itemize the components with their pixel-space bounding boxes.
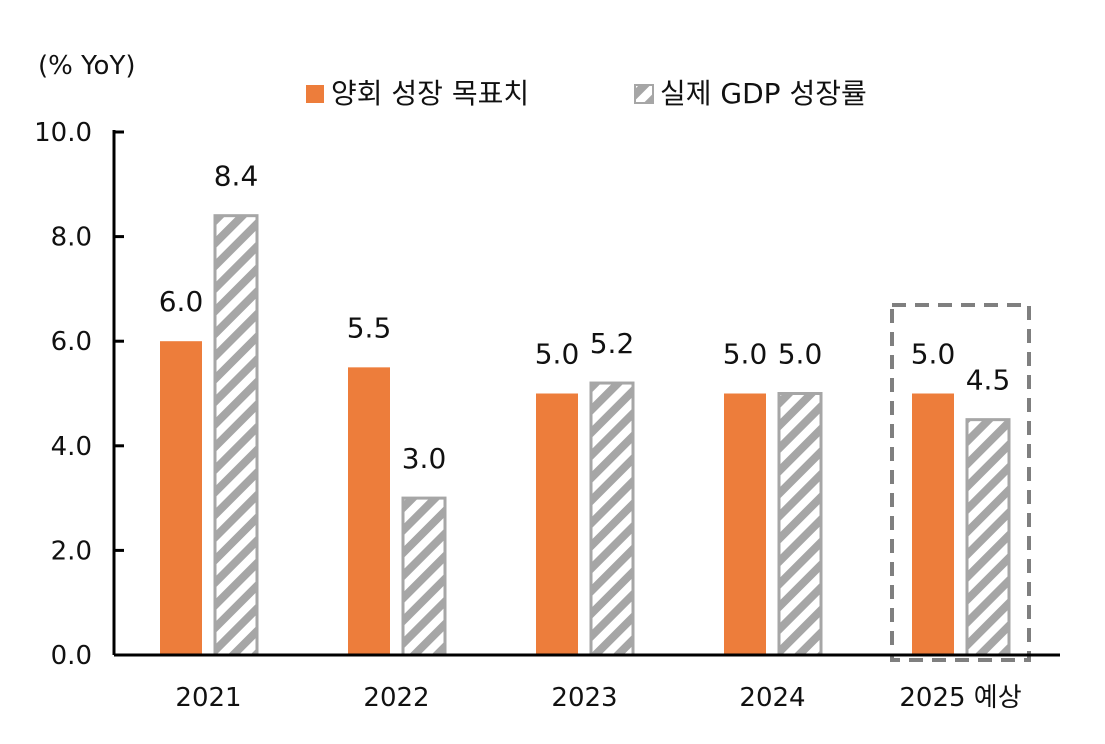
category-label: 2022 [363,683,429,713]
bar-target [912,393,954,655]
data-label-target: 5.0 [911,338,956,371]
bars [160,214,1011,657]
bar-actual [401,496,447,657]
legend: 양회 성장 목표치 실제 GDP 성장률 [306,77,867,110]
y-axis-unit-label: (% YoY) [38,51,135,81]
legend-swatch-target [306,85,324,103]
legend-label-actual: 실제 GDP 성장률 [660,77,867,110]
data-label-target: 5.5 [347,311,392,344]
data-label-actual: 8.4 [214,160,259,193]
bar-target [160,341,202,655]
data-label-actual: 3.0 [402,442,447,475]
bar-actual [589,381,635,657]
bar-actual [777,392,823,657]
category-label: 2023 [551,683,617,713]
bar-target [348,367,390,655]
y-tick-label: 6.0 [51,327,92,357]
bar-target [536,393,578,655]
bar-target [724,393,766,655]
data-label-target: 5.0 [535,338,580,371]
category-label: 2024 [739,683,805,713]
data-label-target: 5.0 [723,338,768,371]
data-label-target: 6.0 [159,285,204,318]
bar-actual [213,214,259,657]
y-tick-label: 2.0 [51,536,92,566]
data-label-actual: 5.0 [778,338,823,371]
y-tick-label: 4.0 [51,432,92,462]
forecast-highlight [890,303,1031,662]
data-label-actual: 5.2 [590,327,635,360]
bar-actual [965,418,1011,657]
y-tick-label: 8.0 [51,223,92,253]
category-label: 2025 예상 [899,683,1021,713]
y-tick-label: 0.0 [51,641,92,671]
legend-label-target: 양회 성장 목표치 [331,77,529,110]
y-tick-label: 10.0 [34,118,92,148]
forecast-highlight-box [890,303,1031,662]
y-axis-ticks: 0.0 2.0 4.0 6.0 8.0 10.0 [34,118,124,671]
data-label-actual: 4.5 [966,364,1011,397]
category-labels: 2021 2022 2023 2024 2025 예상 [175,683,1021,713]
legend-swatch-actual [634,84,654,104]
data-labels: 6.0 8.4 5.5 3.0 5.0 5.2 5.0 5.0 5.0 4.5 [159,160,1011,475]
category-label: 2021 [175,683,241,713]
